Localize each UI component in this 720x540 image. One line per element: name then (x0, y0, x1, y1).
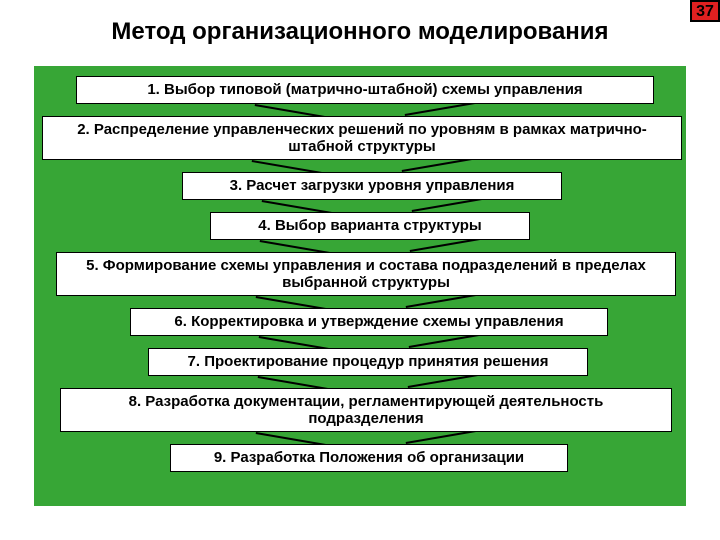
step-5: 5. Формирование схемы управления и соста… (56, 252, 676, 296)
slide-title: Метод организационного моделирования (0, 18, 720, 46)
step-8: 8. Разработка документации, регламентиру… (60, 388, 672, 432)
step-3: 3. Расчет загрузки уровня управления (182, 172, 562, 200)
slide-canvas: 37 Метод организационного моделирования … (0, 0, 720, 540)
step-6: 6. Корректировка и утверждение схемы упр… (130, 308, 608, 336)
step-2: 2. Распределение управленческих решений … (42, 116, 682, 160)
step-1: 1. Выбор типовой (матрично-штабной) схем… (76, 76, 654, 104)
step-4: 4. Выбор варианта структуры (210, 212, 530, 240)
step-7: 7. Проектирование процедур принятия реше… (148, 348, 588, 376)
step-9: 9. Разработка Положения об организации (170, 444, 568, 472)
